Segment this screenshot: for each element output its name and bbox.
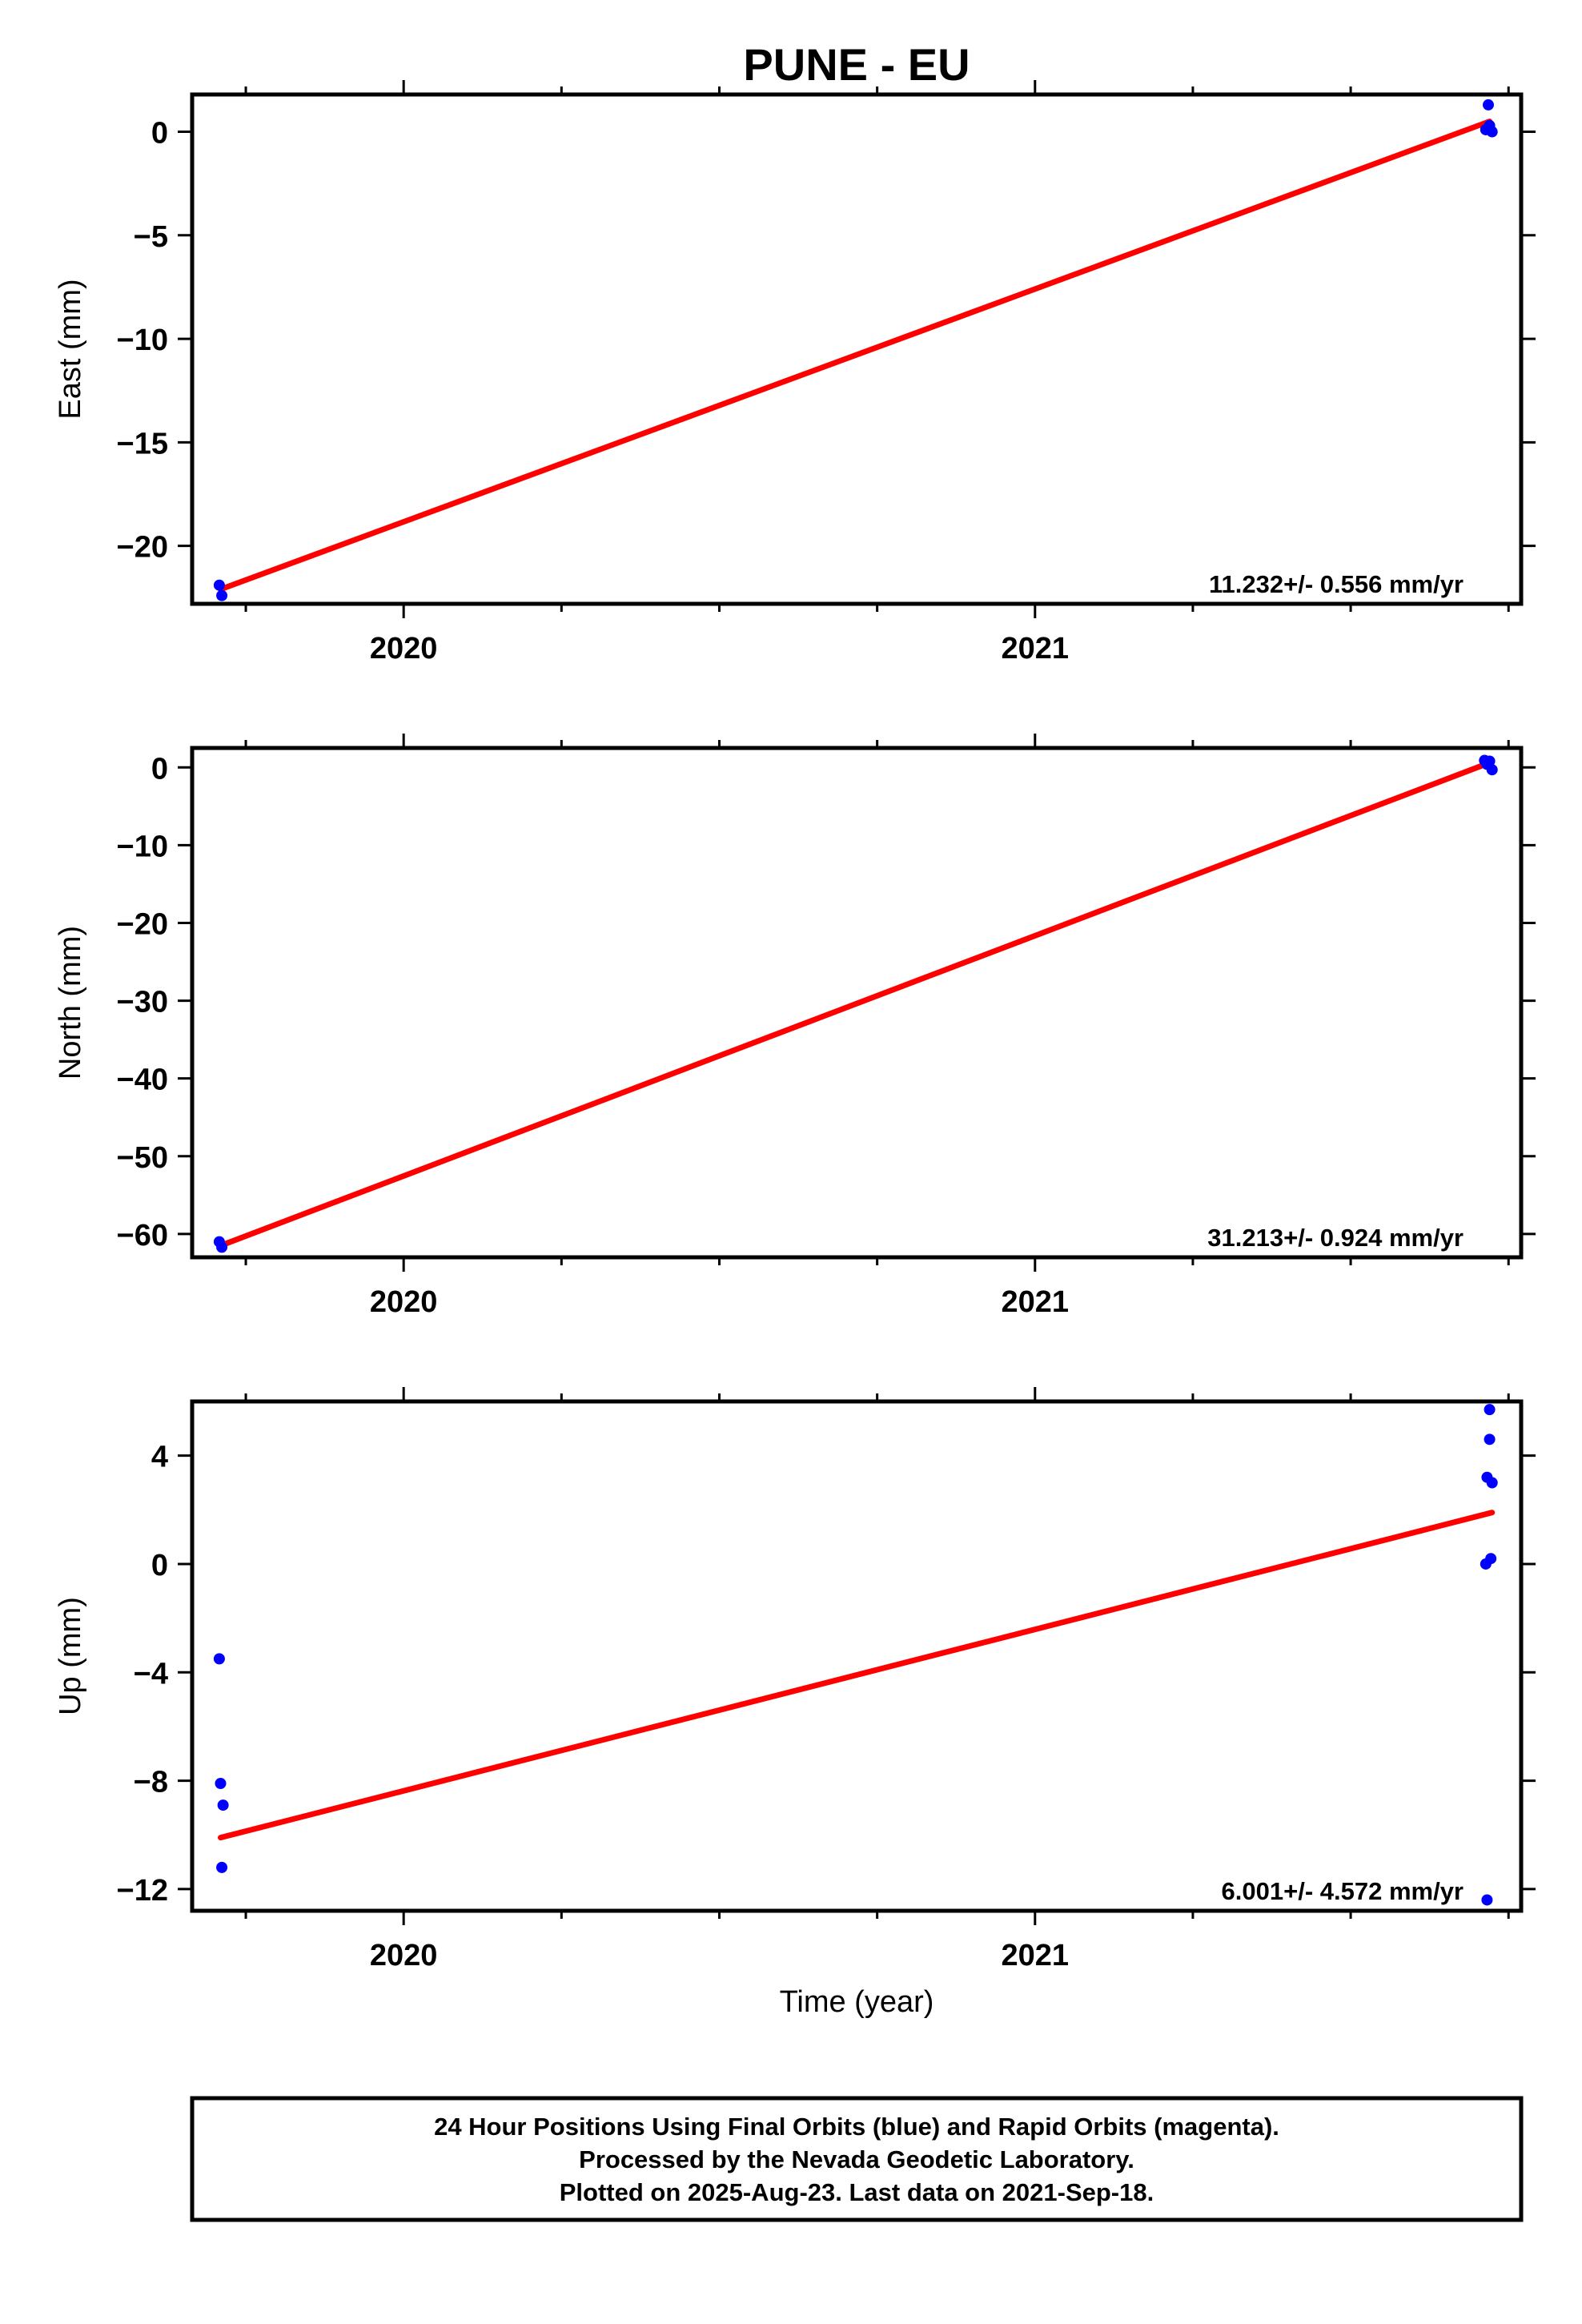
y-axis-label: North (mm) <box>54 926 87 1080</box>
x-tick-label: 2020 <box>370 632 438 665</box>
x-tick-label: 2021 <box>1002 1939 1070 1972</box>
y-tick-label: −50 <box>117 1141 168 1175</box>
y-tick-label: 0 <box>151 117 168 151</box>
y-tick-label: −12 <box>117 1874 168 1908</box>
data-point <box>217 1799 229 1811</box>
y-axis-label: East (mm) <box>54 279 87 419</box>
trend-line <box>217 1510 1496 1841</box>
x-tick-label: 2021 <box>1002 1285 1070 1319</box>
east-panel: 2020 2021 0 −5 −10 −15 −20 East (mm) 11.232+/- 0… <box>54 80 1536 665</box>
y-tick-label: −10 <box>117 830 168 863</box>
footer-border <box>190 2096 1524 2222</box>
data-point <box>1481 1894 1493 1906</box>
data-point <box>216 589 228 601</box>
footer-box: 24 Hour Positions Using Final Orbits (bl… <box>190 2096 1524 2222</box>
plot-frame <box>190 92 1524 606</box>
y-tick-label: −15 <box>117 427 168 460</box>
y-tick-label: −5 <box>134 220 168 254</box>
data-point <box>1485 1553 1497 1565</box>
data-point <box>1482 99 1494 111</box>
rate-annotation: 6.001+/- 4.572 mm/yr <box>1222 1877 1464 1905</box>
y-tick-label: −20 <box>117 907 168 941</box>
y-tick-label: 0 <box>151 752 168 786</box>
y-axis-label: Up (mm) <box>54 1597 87 1715</box>
plot-frame <box>190 1399 1524 1913</box>
up-panel: 2020 2021 4 0 −4 −8 −12 Up (mm) Time (year) 6.001… <box>54 1387 1536 2019</box>
chart-title: PUNE - EU <box>743 39 970 90</box>
data-point <box>213 1653 225 1665</box>
y-tick-label: −8 <box>134 1766 168 1799</box>
data-point <box>215 1778 227 1789</box>
footer-line-3: Plotted on 2025-Aug-23. Last data on 202… <box>560 2178 1154 2206</box>
data-point <box>1484 1404 1496 1416</box>
footer-line-1: 24 Hour Positions Using Final Orbits (bl… <box>434 2113 1279 2141</box>
y-tick-label: 0 <box>151 1549 168 1582</box>
trend-line <box>217 759 1493 1248</box>
data-point <box>1484 755 1496 767</box>
data-point <box>1486 126 1498 138</box>
data-point <box>1486 1477 1498 1489</box>
plot-frame <box>190 746 1524 1260</box>
north-panel: 2020 2021 0 −10 −20 −30 −40 −50 −60 North (mm) 31.… <box>54 734 1536 1319</box>
data-point <box>216 1241 228 1253</box>
x-tick-label: 2020 <box>370 1285 438 1319</box>
data-point <box>216 1861 228 1873</box>
data-point <box>1486 764 1498 776</box>
y-tick-label: 4 <box>151 1441 168 1474</box>
data-point <box>1484 1433 1496 1445</box>
x-tick-label: 2021 <box>1002 632 1070 665</box>
trend-line <box>217 119 1493 593</box>
y-tick-label: −40 <box>117 1063 168 1097</box>
x-axis-label: Time (year) <box>780 1985 934 2019</box>
y-tick-label: −30 <box>117 986 168 1019</box>
rate-annotation: 11.232+/- 0.556 mm/yr <box>1209 570 1464 598</box>
rate-annotation: 31.213+/- 0.924 mm/yr <box>1207 1224 1464 1252</box>
y-tick-label: −10 <box>117 324 168 357</box>
y-tick-label: −60 <box>117 1219 168 1252</box>
x-tick-label: 2020 <box>370 1939 438 1972</box>
y-tick-label: −4 <box>134 1657 168 1691</box>
footer-line-2: Processed by the Nevada Geodetic Laborat… <box>579 2145 1134 2173</box>
data-point <box>213 579 225 591</box>
y-tick-label: −20 <box>117 531 168 565</box>
